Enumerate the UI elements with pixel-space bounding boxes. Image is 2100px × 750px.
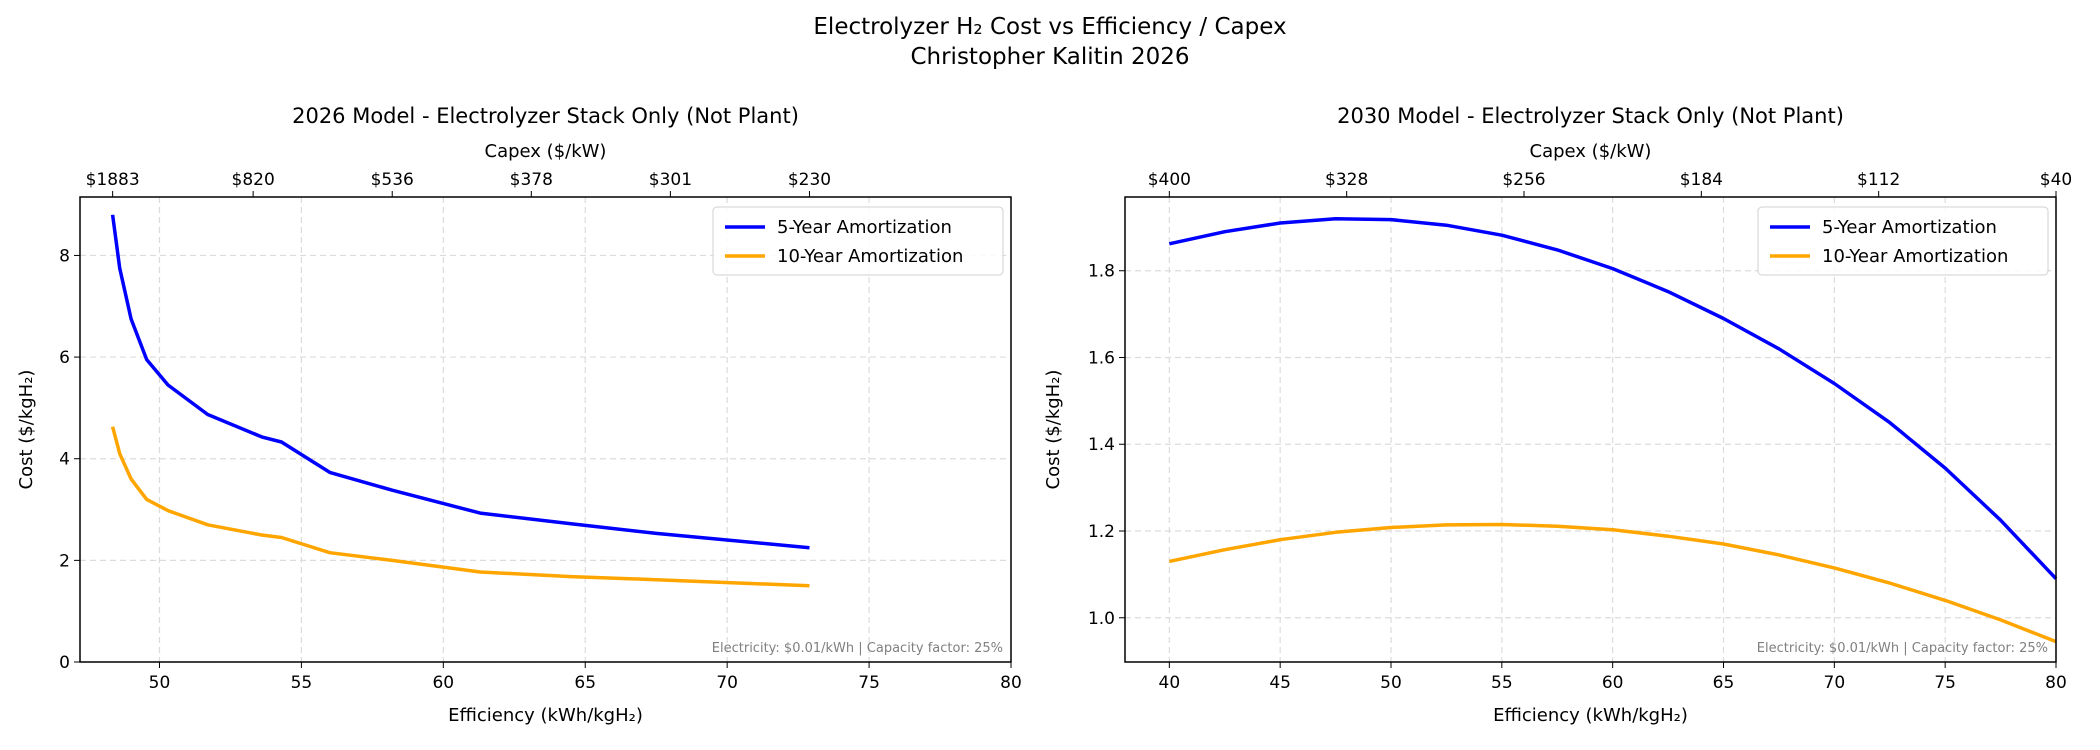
x-tick-label: 70 [716, 673, 738, 693]
top-tick-label: $184 [1680, 170, 1723, 190]
x-tick-label: 55 [291, 673, 313, 693]
y-tick-label: 1.0 [1088, 609, 1115, 629]
x-tick-label: 60 [432, 673, 454, 693]
y-axis-label: Cost ($/kgH₂) [16, 370, 37, 490]
series-line-10yr [110, 426, 810, 588]
legend-label: 10-Year Amortization [1822, 246, 2008, 267]
legend-label: 5-Year Amortization [777, 217, 952, 238]
x-axis-label: Efficiency (kWh/kgH₂) [448, 705, 643, 726]
x-tick-label: 80 [1000, 673, 1022, 693]
x-tick-label: 45 [1269, 673, 1291, 693]
top-axis-label: Capex ($/kW) [1530, 141, 1652, 162]
top-tick-label: $256 [1502, 170, 1545, 190]
top-tick-label: $328 [1325, 170, 1368, 190]
top-tick-label: $400 [1148, 170, 1191, 190]
x-tick-label: 70 [1824, 673, 1846, 693]
y-tick-label: 8 [59, 246, 70, 266]
legend: 5-Year Amortization 10-Year Amortization [1757, 206, 2049, 276]
series-line-5yr [1168, 216, 2058, 580]
axes-frame [79, 196, 1012, 663]
top-tick-label: $301 [649, 170, 692, 190]
y-tick-label: 1.6 [1088, 348, 1115, 368]
y-tick-label: 6 [59, 348, 70, 368]
y-tick-label: 4 [59, 450, 70, 470]
legend: 5-Year Amortization 10-Year Amortization [712, 206, 1004, 276]
chart-title: 2026 Model - Electrolyzer Stack Only (No… [292, 104, 799, 128]
figure-title: Electrolyzer H₂ Cost vs Efficiency / Cap… [813, 14, 1286, 40]
top-tick-label: $112 [1857, 170, 1900, 190]
legend-label: 10-Year Amortization [777, 246, 963, 267]
annotation-note: Electricity: $0.01/kWh | Capacity factor… [1757, 641, 2048, 656]
y-tick-label: 1.2 [1088, 522, 1115, 542]
top-tick-label: $230 [788, 170, 831, 190]
top-tick-label: $1883 [86, 170, 140, 190]
figure-subtitle: Christopher Kalitin 2026 [910, 44, 1189, 70]
x-tick-label: 80 [2045, 673, 2067, 693]
top-tick-label: $40 [2040, 170, 2072, 190]
legend-box [1757, 206, 2049, 276]
x-tick-label: 65 [1713, 673, 1735, 693]
legend-label: 5-Year Amortization [1822, 217, 1997, 238]
top-tick-label: $820 [232, 170, 275, 190]
x-tick-label: 55 [1491, 673, 1513, 693]
top-tick-label: $536 [371, 170, 414, 190]
x-tick-label: 50 [149, 673, 171, 693]
y-tick-label: 2 [59, 551, 70, 571]
y-tick-label: 1.4 [1088, 435, 1115, 455]
top-axis-label: Capex ($/kW) [485, 141, 607, 162]
y-axis-label: Cost ($/kgH₂) [1043, 370, 1064, 490]
top-tick-label: $378 [510, 170, 553, 190]
chart-title: 2030 Model - Electrolyzer Stack Only (No… [1337, 104, 1844, 128]
legend-box [712, 206, 1004, 276]
x-tick-label: 75 [1934, 673, 1956, 693]
axes-frame [1124, 196, 2057, 663]
x-axis-label: Efficiency (kWh/kgH₂) [1493, 705, 1688, 726]
series-line-5yr [110, 214, 810, 550]
y-tick-label: 1.8 [1088, 262, 1115, 282]
x-tick-label: 40 [1159, 673, 1181, 693]
x-tick-label: 75 [858, 673, 880, 693]
y-tick-label: 0 [59, 653, 70, 673]
x-tick-label: 60 [1602, 673, 1624, 693]
chart-2030: 40 45 50 55 60 65 70 75 80 1.0 1.2 1.4 1.6 1.8 $400 $32… [1043, 104, 2072, 726]
series-line-10yr [1168, 522, 2057, 644]
x-tick-label: 50 [1380, 673, 1402, 693]
x-tick-label: 65 [574, 673, 596, 693]
annotation-note: Electricity: $0.01/kWh | Capacity factor… [712, 641, 1003, 656]
chart-2026: 50 55 60 65 70 75 80 0 2 4 6 8 $1883 $820 $536 $378 $301… [16, 104, 1022, 726]
